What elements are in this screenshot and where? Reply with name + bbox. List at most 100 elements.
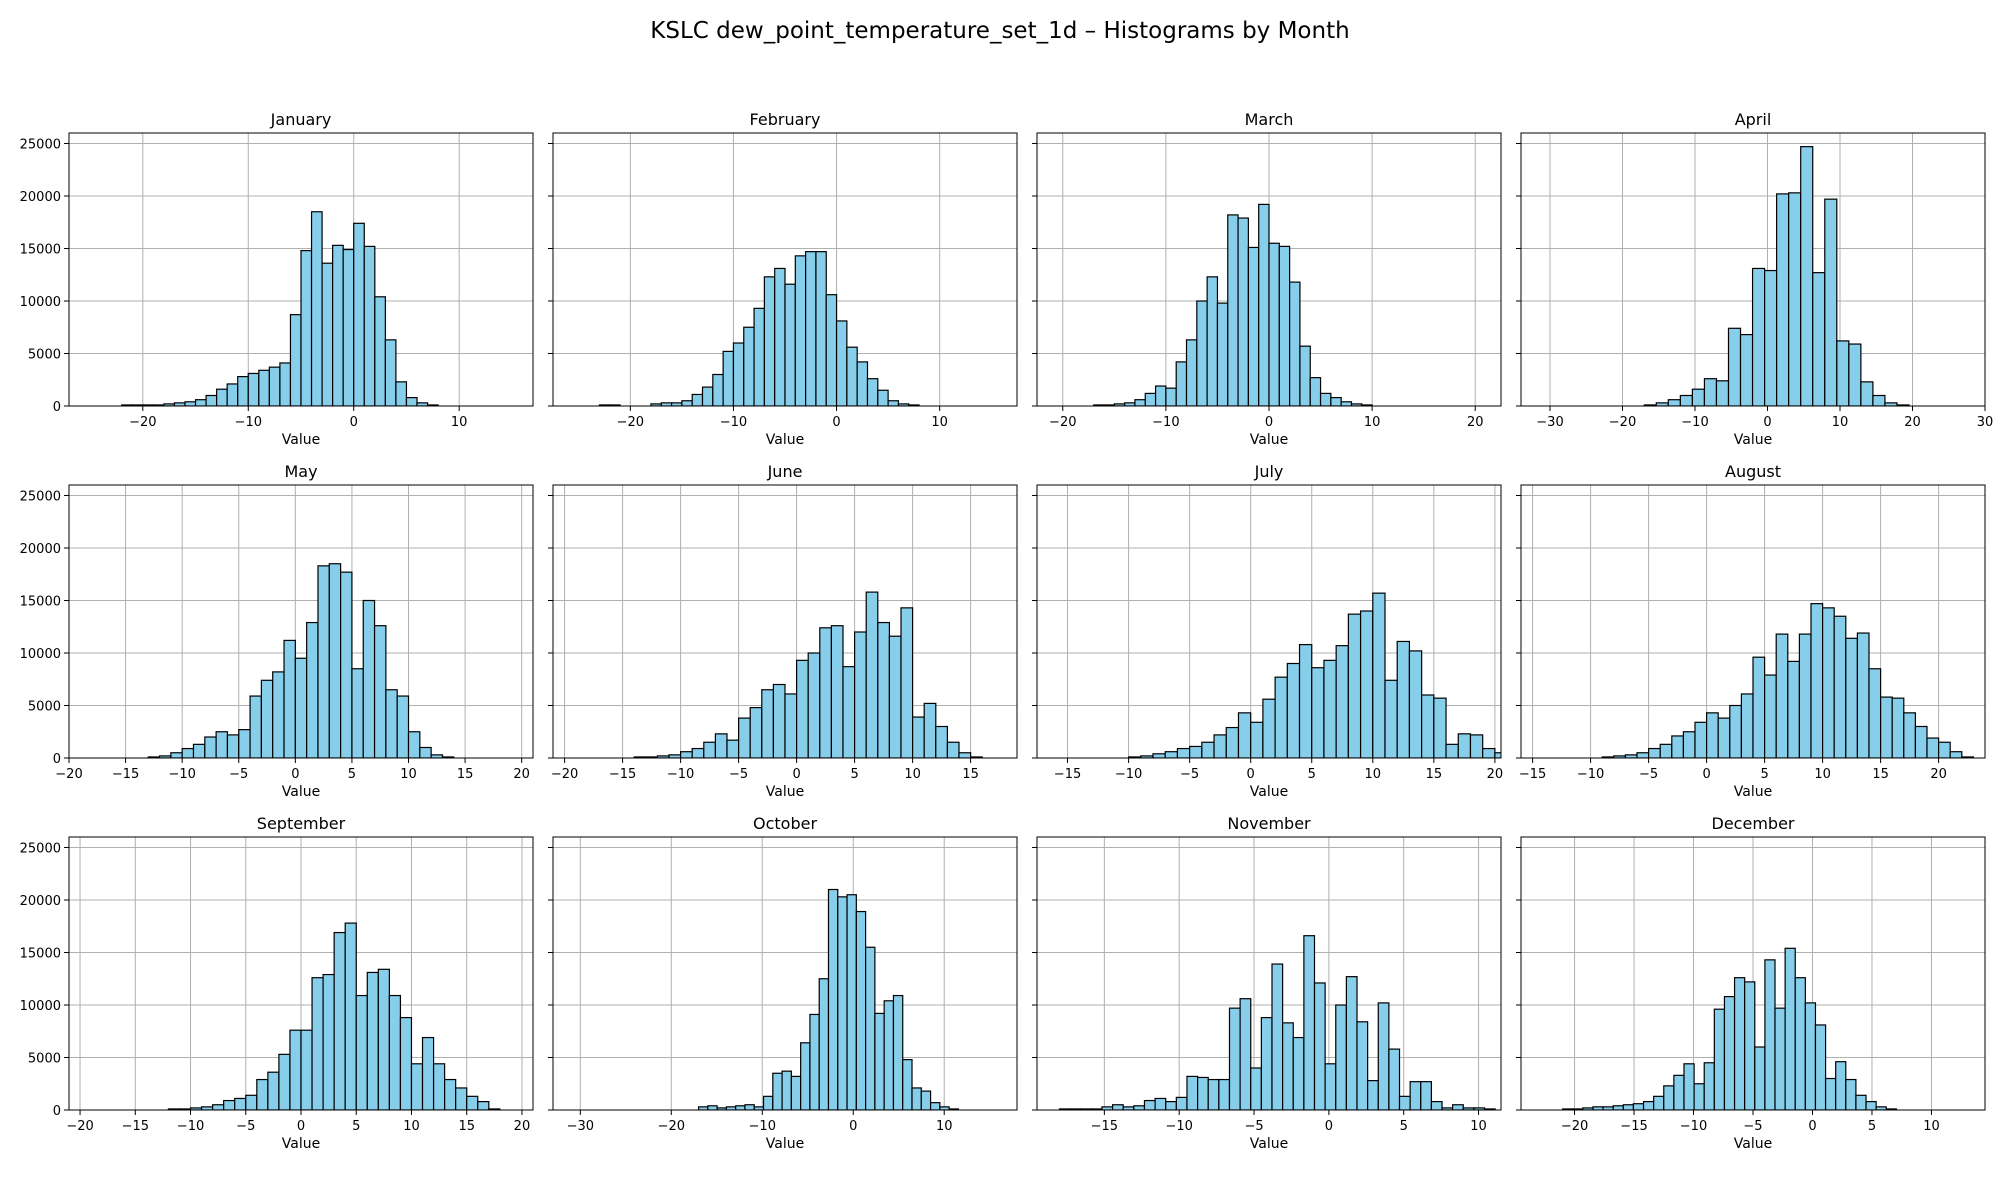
- histogram-bar: [874, 1012, 885, 1110]
- histogram-bar: [761, 689, 774, 758]
- histogram-bar: [877, 621, 890, 758]
- x-tick-label: 0: [291, 767, 299, 782]
- histogram-bar: [432, 1063, 446, 1110]
- histogram-bar: [1845, 637, 1859, 758]
- panel-june: −20 −15 −10 −5 0 5 10 15 June Value: [548, 462, 1018, 800]
- x-tick-label: 5: [1308, 767, 1316, 782]
- histogram-bar: [419, 746, 432, 758]
- histogram-bar: [1663, 1085, 1675, 1110]
- histogram-bar: [1384, 679, 1398, 758]
- y-tick-label: 15000: [20, 595, 61, 610]
- histogram-bar: [1185, 339, 1198, 406]
- x-tick-label: −15: [112, 767, 139, 782]
- histogram-bar: [1845, 1078, 1857, 1110]
- histogram-bar: [853, 631, 867, 758]
- x-tick-label: −10: [168, 767, 195, 782]
- histogram-bar: [1784, 947, 1796, 1110]
- histogram-bar: [819, 627, 832, 758]
- histogram-bar: [1268, 242, 1280, 406]
- x-tick-label: −10: [749, 1119, 776, 1134]
- histogram-bar: [1715, 380, 1730, 406]
- histogram-bar: [300, 1029, 313, 1110]
- histogram-bar: [1914, 725, 1928, 758]
- axes-frame: [68, 484, 534, 759]
- panel-april: −30 −20 −10 0 10 20 30 April Value: [1516, 110, 1993, 448]
- histogram-bar: [310, 211, 323, 406]
- histogram-bar: [1659, 743, 1673, 758]
- y-tick-label: 25000: [20, 842, 61, 857]
- histogram-bar: [289, 1029, 302, 1110]
- histogram-bar: [238, 729, 251, 758]
- x-tick-label: 0: [1702, 767, 1710, 782]
- panel-title: February: [750, 110, 821, 129]
- histogram-bar: [1642, 1100, 1655, 1110]
- histogram-bar: [1865, 1100, 1877, 1110]
- histogram-bar: [1154, 385, 1167, 406]
- histogram-bar: [1794, 977, 1806, 1110]
- histogram-bar: [1855, 1094, 1867, 1110]
- histogram-bar: [1143, 1099, 1156, 1110]
- histogram-bar: [935, 725, 948, 758]
- histogram-bar: [1154, 1097, 1167, 1110]
- histogram-bar: [373, 625, 387, 758]
- axes-frame: [552, 836, 1018, 1111]
- histogram-bar: [1213, 734, 1227, 758]
- histogram-bar: [1319, 392, 1332, 406]
- histogram-bar: [865, 946, 876, 1110]
- histogram-bar: [322, 973, 335, 1110]
- x-tick-label: −5: [729, 767, 748, 782]
- histogram-bar: [1872, 394, 1886, 406]
- axes-frame: [1036, 836, 1502, 1111]
- histogram-bar: [911, 1087, 922, 1110]
- histogram-bar: [351, 668, 364, 758]
- x-tick-label: 15: [457, 767, 474, 782]
- histogram-bar: [1729, 704, 1743, 758]
- histogram-bar: [396, 695, 410, 758]
- histogram-bar: [790, 1075, 802, 1110]
- histogram-bar: [321, 262, 334, 406]
- histogram-bar: [1207, 1078, 1220, 1110]
- x-tick-label: 5: [352, 1119, 360, 1134]
- panel-october: −30 −20 −10 0 10 October Value: [548, 814, 1018, 1152]
- histogram-bar: [1482, 747, 1496, 758]
- x-tick-label: 15: [962, 767, 979, 782]
- histogram-bar: [407, 731, 421, 758]
- histogram-bar: [1271, 963, 1284, 1110]
- bars: [1093, 203, 1373, 406]
- histogram-bar: [762, 1095, 774, 1110]
- x-tick-label: −5: [1639, 767, 1658, 782]
- histogram-bar: [929, 1102, 941, 1110]
- histogram-bar: [1693, 1083, 1705, 1110]
- x-tick-label: 15: [1426, 767, 1443, 782]
- x-tick-label: −20: [66, 1119, 93, 1134]
- histogram-bar: [1494, 752, 1501, 758]
- histogram-bar: [1804, 1002, 1817, 1110]
- histogram-bar: [1891, 697, 1905, 758]
- histogram-bar: [212, 1104, 225, 1110]
- x-tick-label: −15: [609, 767, 636, 782]
- histogram-bar: [216, 388, 228, 406]
- histogram-bar: [1303, 935, 1316, 1110]
- histogram-bar: [805, 251, 817, 406]
- x-tick-label: 10: [403, 1119, 420, 1134]
- histogram-bar: [344, 922, 357, 1110]
- histogram-bar: [1632, 1103, 1645, 1110]
- histogram-bar: [1421, 694, 1435, 758]
- x-axis-label: Value: [766, 784, 804, 800]
- histogram-bar: [170, 752, 183, 758]
- histogram-bar: [784, 693, 798, 758]
- histogram-bar: [888, 635, 902, 758]
- histogram-bar: [825, 294, 838, 406]
- histogram-bar: [258, 369, 270, 406]
- histogram-bar: [846, 346, 858, 406]
- histogram-bar: [1313, 982, 1326, 1110]
- histogram-bar: [226, 734, 240, 758]
- x-axis-label: Value: [282, 1136, 320, 1152]
- histogram-bar: [781, 1070, 792, 1110]
- histogram-bar: [399, 1016, 413, 1110]
- histogram-bar: [205, 394, 218, 406]
- x-tick-label: −10: [720, 415, 747, 430]
- histogram-bar: [856, 361, 869, 406]
- histogram-bar: [883, 1000, 895, 1110]
